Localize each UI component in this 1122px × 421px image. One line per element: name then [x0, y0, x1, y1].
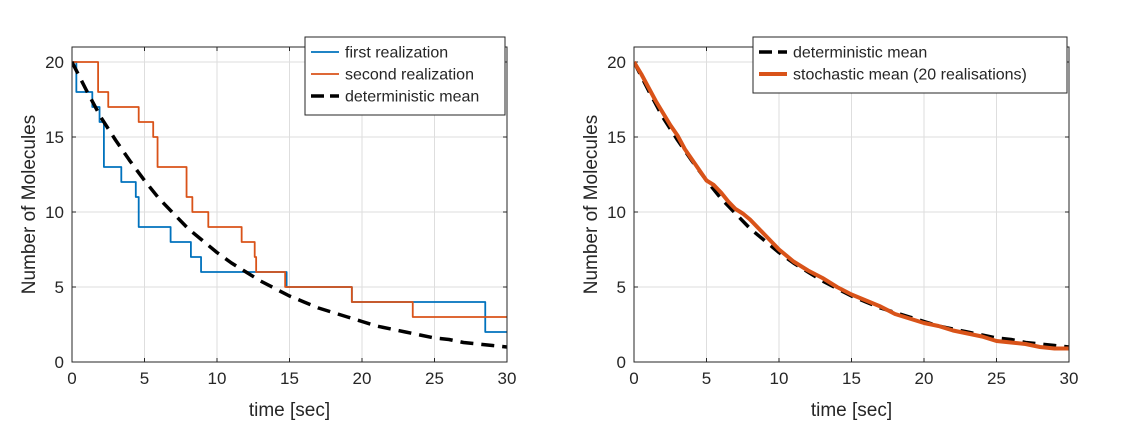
x-axis-label: time [sec] — [811, 400, 892, 421]
series-line-stochastic-mean-20-realisations — [634, 60, 1069, 351]
y-tick-label: 20 — [45, 53, 64, 72]
x-tick-label: 20 — [353, 369, 372, 388]
y-tick-label: 5 — [617, 278, 626, 297]
y-tick-label: 15 — [607, 128, 626, 147]
x-axis-label: time [sec] — [249, 400, 330, 421]
axes-box — [71, 46, 508, 363]
y-tick-label: 20 — [607, 53, 626, 72]
y-tick-label: 10 — [45, 203, 64, 222]
y-axis-label: Number of Molecules — [19, 115, 40, 295]
x-tick-label: 15 — [842, 369, 861, 388]
legend-label: deterministic mean — [345, 89, 479, 106]
x-tick-label: 20 — [915, 369, 934, 388]
x-tick-label: 5 — [702, 369, 711, 388]
y-tick-label: 5 — [55, 278, 64, 297]
x-tick-label: 30 — [498, 369, 517, 388]
x-tick-label: 25 — [987, 369, 1006, 388]
x-tick-label: 25 — [425, 369, 444, 388]
y-tick-label: 10 — [607, 203, 626, 222]
x-tick-label: 15 — [280, 369, 299, 388]
legend-box — [752, 36, 1068, 94]
series-group — [634, 60, 1069, 351]
legend: first realization second realization deter… — [304, 36, 506, 116]
y-tick-label: 0 — [55, 353, 64, 372]
legend: deterministic mean stochastic mean (20 re… — [752, 36, 1068, 94]
y-axis-label: Number of Molecules — [581, 115, 602, 295]
y-tick-label: 15 — [45, 128, 64, 147]
legend-label: second realization — [345, 67, 474, 84]
chart-panel-1: 0 5 10 15 20 25 30 0 5 10 15 20 time [sec] Number of … — [19, 36, 517, 421]
legend-label: stochastic mean (20 realisations) — [793, 67, 1027, 84]
series-line-second-realization — [72, 61, 507, 318]
legend-label: first realization — [345, 45, 448, 62]
legend-box — [304, 36, 506, 116]
legend-label: deterministic mean — [793, 45, 927, 62]
x-tick-label: 5 — [140, 369, 149, 388]
y-tick-label: 0 — [617, 353, 626, 372]
chart-panel-2: 0 5 10 15 20 25 30 0 5 10 15 20 time [sec] Number of … — [581, 36, 1079, 421]
x-tick-label: 10 — [770, 369, 789, 388]
series-line-deterministic-mean — [72, 61, 507, 349]
x-tick-label: 10 — [208, 369, 227, 388]
x-tick-label: 0 — [67, 369, 76, 388]
series-group — [72, 61, 507, 349]
x-tick-label: 0 — [629, 369, 638, 388]
x-tick-label: 30 — [1060, 369, 1079, 388]
